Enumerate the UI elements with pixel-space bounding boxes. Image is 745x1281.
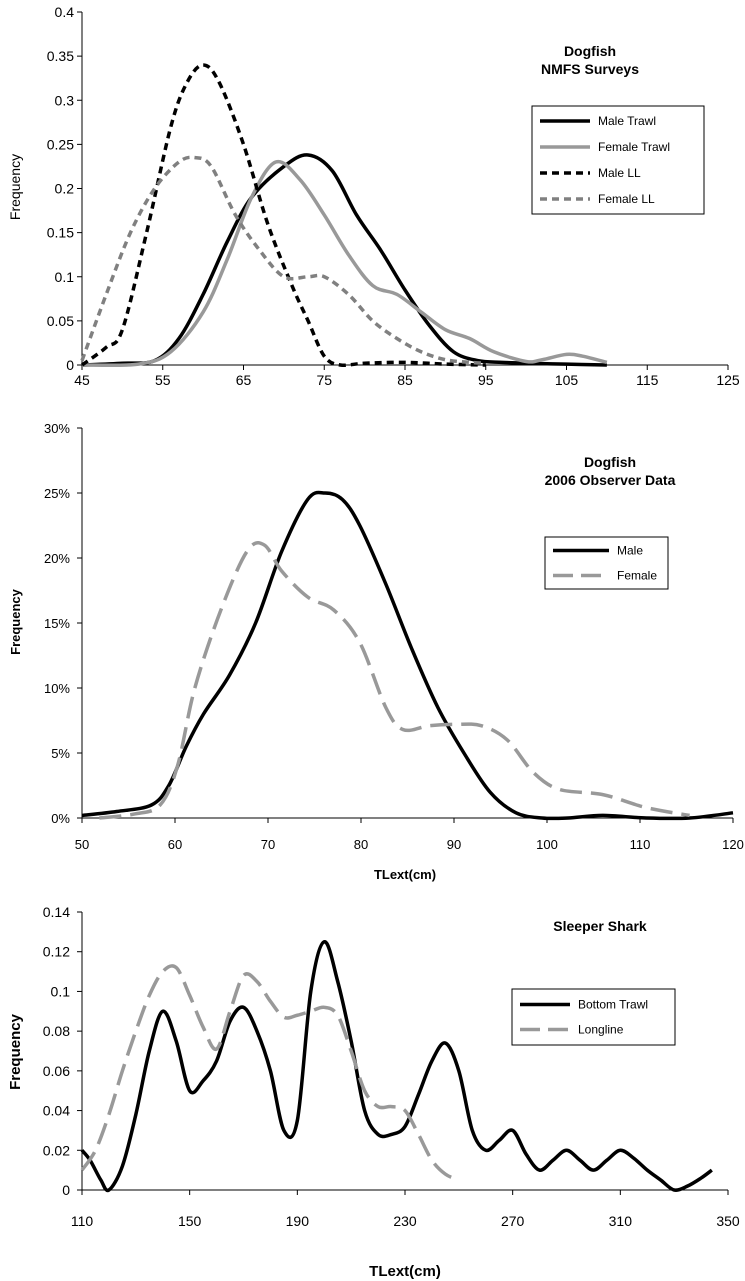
y-tick-label: 15% (44, 616, 70, 631)
x-tick-label: 190 (286, 1213, 310, 1229)
chart-title: Dogfish (584, 454, 636, 470)
legend: Bottom Trawl Longline (511, 988, 676, 1046)
series-line-female (99, 541, 690, 820)
x-axis-label: TLext(cm) (369, 1263, 441, 1280)
y-axis-label: Frequency (7, 1013, 24, 1090)
x-tick-label: 80 (354, 837, 368, 852)
x-tick-label: 45 (74, 372, 90, 388)
x-tick-label: 150 (178, 1213, 202, 1229)
x-tick-label: 120 (722, 837, 744, 852)
y-tick-label: 0.2 (55, 181, 75, 197)
series-line-male (81, 490, 734, 821)
legend: Male Female (544, 536, 669, 590)
series-line-bottom-trawl (80, 940, 713, 1193)
x-tick-label: 125 (716, 372, 740, 388)
x-tick-label: 60 (168, 837, 182, 852)
chart-title: Sleeper Shark (553, 918, 647, 934)
legend: Male Trawl Female Trawl Male LL Female LL (531, 105, 705, 215)
y-tick-label: 0.15 (47, 225, 74, 241)
y-tick-label: 0.1 (51, 983, 71, 999)
x-tick-label: 115 (636, 372, 659, 388)
y-tick-label: 20% (44, 551, 70, 566)
y-tick-label: 10% (44, 681, 70, 696)
chart-nmfs-surveys: Dogfish NMFS Surveys Frequency 0 0.05 0.1 0… (7, 4, 740, 388)
y-axis-label: Frequency (8, 588, 23, 655)
legend-box (531, 105, 705, 215)
y-axis-label: Frequency (7, 154, 23, 220)
x-tick-label: 85 (397, 372, 413, 388)
chart-subtitle: NMFS Surveys (541, 61, 639, 77)
legend-label: Female LL (598, 192, 655, 206)
y-tick-label: 0.3 (55, 92, 75, 108)
y-tick-label: 0.14 (43, 904, 70, 920)
legend-label: Male Trawl (598, 114, 656, 128)
y-tick-label: 0.25 (47, 136, 74, 152)
y-tick-label: 5% (51, 746, 70, 761)
x-tick-label: 350 (716, 1213, 740, 1229)
legend-label: Male (617, 544, 643, 558)
x-tick-label: 310 (609, 1213, 633, 1229)
y-tick-label: 0.06 (43, 1063, 70, 1079)
y-tick-label: 0 (62, 1182, 70, 1198)
legend-box (511, 988, 676, 1046)
y-tick-label: 0.4 (55, 4, 75, 20)
x-tick-label: 50 (75, 837, 89, 852)
y-tick-label: 25% (44, 486, 70, 501)
series-line-male-trawl (81, 153, 607, 367)
y-tick-label: 0.04 (43, 1103, 70, 1119)
legend-box (544, 536, 669, 590)
x-axis-label: TLext(cm) (374, 867, 436, 882)
x-tick-label: 230 (393, 1213, 417, 1229)
y-tick-label: 0.35 (47, 48, 74, 64)
y-tick-label: 0.02 (43, 1142, 70, 1158)
y-tick-label: 0 (66, 357, 74, 373)
x-tick-label: 95 (478, 372, 494, 388)
y-tick-label: 0.12 (43, 944, 70, 960)
x-tick-label: 70 (261, 837, 275, 852)
legend-label: Longline (578, 1023, 624, 1037)
x-tick-label: 100 (536, 837, 558, 852)
legend-label: Female Trawl (598, 140, 670, 154)
legend-label: Bottom Trawl (578, 998, 648, 1012)
x-tick-label: 90 (447, 837, 461, 852)
y-tick-label: 0.05 (47, 313, 74, 329)
chart-sleeper-shark: Sleeper Shark Frequency TLext(cm) 0 0.02 0… (7, 904, 740, 1280)
x-tick-label: 270 (501, 1213, 525, 1229)
x-tick-label: 65 (236, 372, 252, 388)
chart-title: Dogfish (564, 43, 616, 59)
y-tick-label: 0% (51, 811, 70, 826)
chart-subtitle: 2006 Observer Data (545, 472, 676, 488)
series-line-female-ll (80, 155, 486, 365)
series-line-female-trawl (81, 159, 608, 368)
y-tick-label: 0.08 (43, 1023, 70, 1039)
legend-label: Male LL (598, 166, 641, 180)
x-tick-label: 55 (155, 372, 171, 388)
chart-observer-data: Dogfish 2006 Observer Data Frequency TLe… (8, 421, 744, 882)
x-tick-label: 110 (71, 1213, 94, 1229)
x-tick-label: 110 (630, 837, 651, 852)
series-line-longline (80, 964, 460, 1182)
legend-label: Female (617, 569, 657, 583)
y-tick-label: 30% (44, 421, 70, 436)
x-tick-label: 75 (316, 372, 332, 388)
series-line-male-ll (80, 63, 486, 368)
y-tick-label: 0.1 (55, 269, 75, 285)
x-tick-label: 105 (555, 372, 579, 388)
